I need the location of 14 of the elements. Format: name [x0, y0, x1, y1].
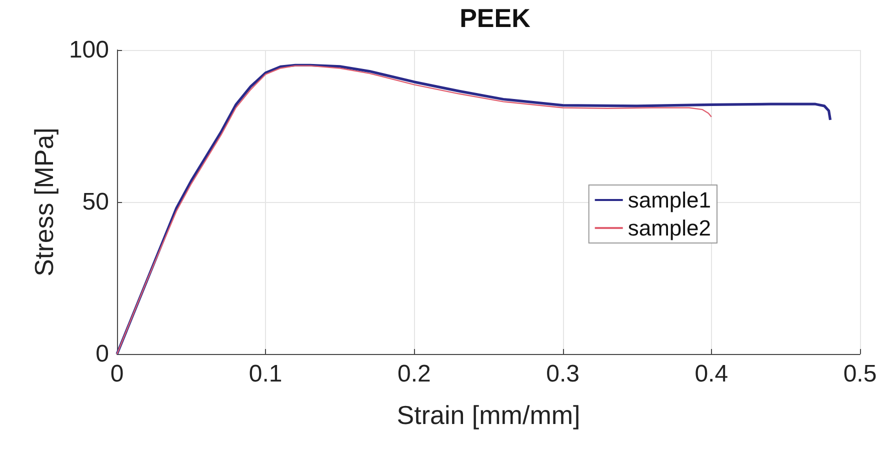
- chart-title: PEEK: [460, 3, 531, 33]
- x-tick-label: 0.1: [248, 360, 282, 388]
- x-tick-label: 0.3: [546, 360, 580, 388]
- x-tick-label: 0.5: [843, 360, 877, 388]
- y-tick-label: 100: [68, 36, 109, 64]
- x-tick-label: 0.4: [694, 360, 728, 388]
- legend-label: sample2: [628, 216, 711, 240]
- line-series: [116, 65, 712, 355]
- y-tick-label: 0: [96, 340, 109, 368]
- y-axis-title: Stress [MPa]: [29, 128, 59, 276]
- x-tick-label: 0.2: [398, 360, 431, 388]
- legend-label: sample1: [628, 188, 711, 212]
- x-axis-title: Strain [mm/mm]: [396, 400, 580, 430]
- y-tick-label: 50: [82, 188, 109, 216]
